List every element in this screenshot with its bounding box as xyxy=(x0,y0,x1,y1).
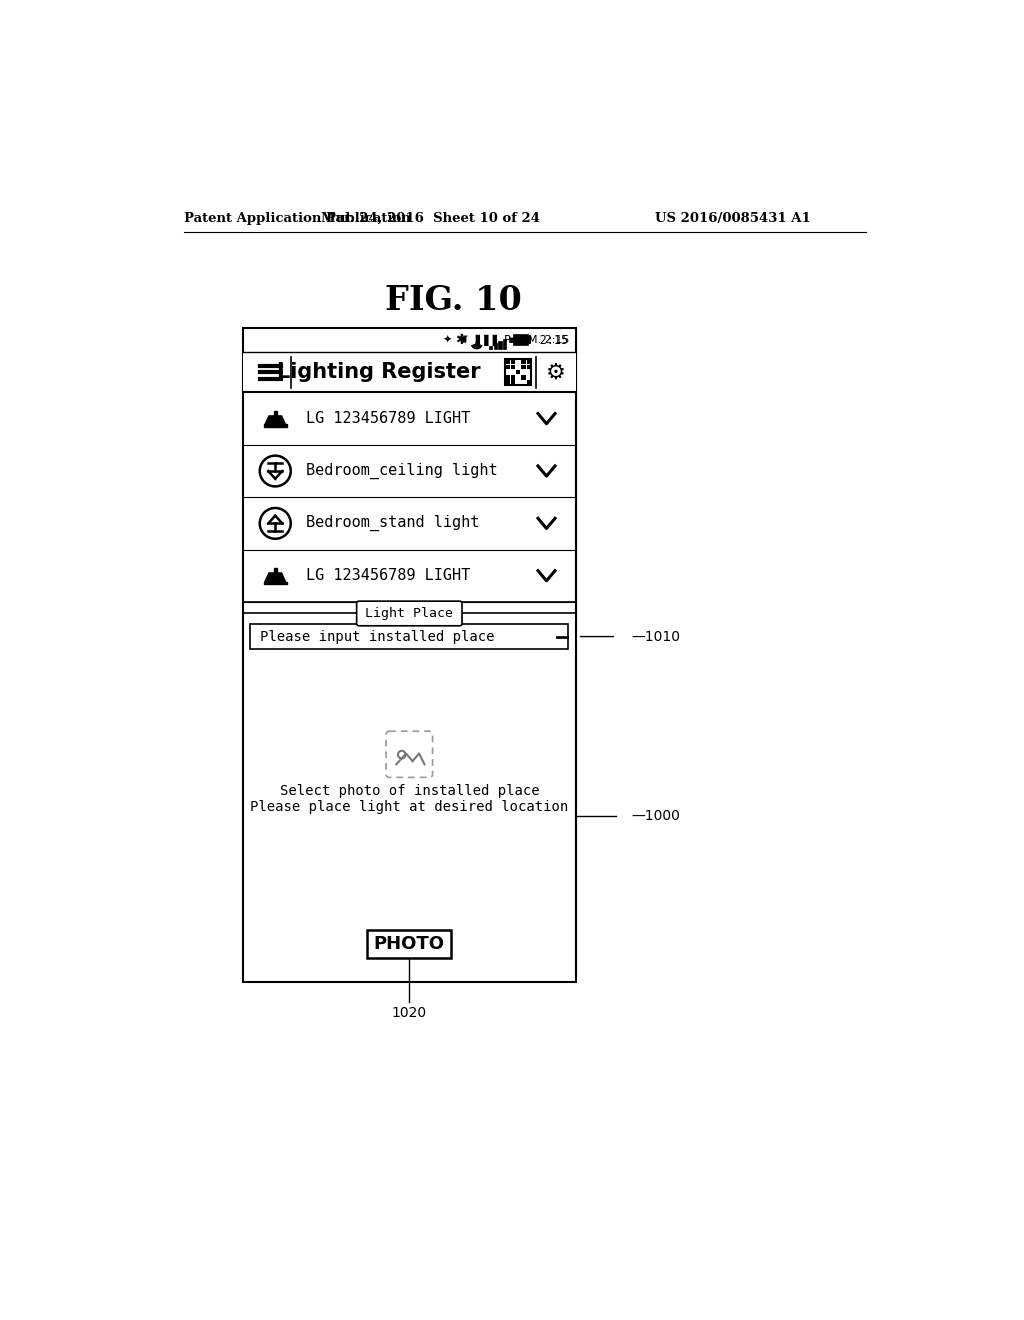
Text: Patent Application Publication: Patent Application Publication xyxy=(183,213,411,224)
Bar xyxy=(521,359,525,364)
Text: P.M. 2:15: P.M. 2:15 xyxy=(504,334,568,347)
Bar xyxy=(506,359,510,364)
Bar xyxy=(516,370,520,375)
Text: —1010: —1010 xyxy=(632,630,681,644)
Text: Bedroom_ceiling light: Bedroom_ceiling light xyxy=(306,463,498,479)
Bar xyxy=(273,411,276,416)
Polygon shape xyxy=(265,573,286,582)
Bar xyxy=(503,339,506,350)
Bar xyxy=(526,364,531,370)
Text: Mar. 24, 2016  Sheet 10 of 24: Mar. 24, 2016 Sheet 10 of 24 xyxy=(321,213,540,224)
Text: LG 123456789 LIGHT: LG 123456789 LIGHT xyxy=(306,411,470,426)
Bar xyxy=(521,364,525,370)
Bar xyxy=(511,380,515,385)
Bar xyxy=(264,582,287,583)
Bar xyxy=(494,343,497,350)
Bar xyxy=(505,359,531,385)
Text: ✱: ✱ xyxy=(456,333,467,347)
Bar xyxy=(251,624,568,649)
Text: ⚙: ⚙ xyxy=(546,363,566,383)
Bar xyxy=(514,335,528,345)
Text: 1020: 1020 xyxy=(392,1006,427,1020)
Bar xyxy=(526,359,531,364)
Bar xyxy=(243,352,575,392)
Text: LG 123456789 LIGHT: LG 123456789 LIGHT xyxy=(306,568,470,583)
Text: FIG. 10: FIG. 10 xyxy=(385,284,522,317)
Bar xyxy=(511,375,515,380)
Bar xyxy=(499,341,502,350)
FancyBboxPatch shape xyxy=(356,601,462,626)
Bar xyxy=(506,364,510,370)
FancyBboxPatch shape xyxy=(386,731,432,777)
Text: Select photo of installed place: Select photo of installed place xyxy=(280,784,540,799)
Text: Please input installed place: Please input installed place xyxy=(260,630,495,644)
Bar xyxy=(243,327,575,982)
Bar xyxy=(511,359,515,364)
Bar xyxy=(489,346,493,350)
Text: Please place light at desired location: Please place light at desired location xyxy=(250,800,568,813)
Text: US 2016/0085431 A1: US 2016/0085431 A1 xyxy=(655,213,811,224)
Bar xyxy=(264,425,287,426)
Bar xyxy=(528,337,530,343)
Bar xyxy=(506,375,510,380)
Text: Bedroom_stand light: Bedroom_stand light xyxy=(306,515,479,532)
Text: PHOTO: PHOTO xyxy=(374,935,444,953)
Bar xyxy=(273,568,276,573)
Text: —1000: —1000 xyxy=(632,809,681,824)
Text: ✦  ❦  ▌▌▌  ▪ P.M. 2:15: ✦ ❦ ▌▌▌ ▪ P.M. 2:15 xyxy=(443,334,569,346)
Bar xyxy=(526,380,531,385)
Bar xyxy=(521,375,525,380)
Text: Light Place: Light Place xyxy=(366,607,454,620)
Bar xyxy=(368,929,452,957)
Bar xyxy=(506,380,510,385)
Polygon shape xyxy=(265,416,286,425)
Bar xyxy=(511,364,515,370)
Text: Lighting Register: Lighting Register xyxy=(276,363,480,383)
